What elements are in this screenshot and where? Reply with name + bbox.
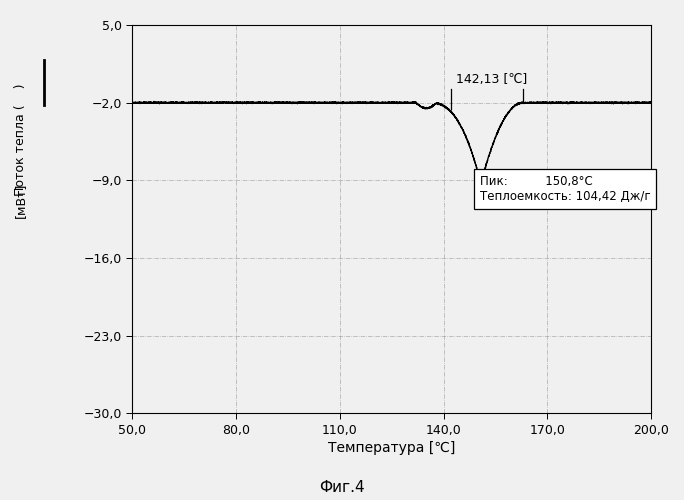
Text: Пик:          150,8°C
Теплоемкость: 104,42 Дж/г: Пик: 150,8°C Теплоемкость: 104,42 Дж/г <box>480 175 650 203</box>
Text: [мВт]: [мВт] <box>14 182 27 218</box>
Text: 142,13 [℃]: 142,13 [℃] <box>456 73 527 86</box>
Text: Поток тепла (    ): Поток тепла ( ) <box>14 84 27 196</box>
Text: Фиг.4: Фиг.4 <box>319 480 365 495</box>
X-axis label: Температура [℃]: Температура [℃] <box>328 441 456 455</box>
